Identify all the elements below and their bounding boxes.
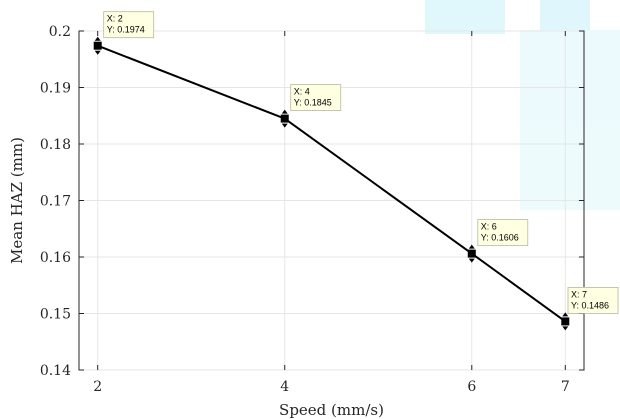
datatip: X: 2Y: 0.1974 — [103, 11, 155, 39]
data-point-marker — [561, 317, 570, 326]
datatip-box — [290, 84, 342, 111]
series-line — [97, 44, 566, 323]
y-tick-label: 0.14 — [40, 363, 71, 379]
x-tick-label: 7 — [561, 379, 570, 395]
data-point-marker — [280, 114, 289, 123]
y-tick-label: 0.16 — [40, 250, 71, 266]
x-tick-label: 4 — [280, 379, 289, 395]
datatip-anchor — [281, 109, 288, 128]
x-tick-label: 2 — [93, 379, 102, 395]
y-tick-label: 0.19 — [40, 81, 71, 97]
data-point-marker — [467, 249, 476, 258]
grid — [79, 30, 584, 371]
datatip: X: 6Y: 0.1606 — [477, 219, 529, 247]
datatip-box — [477, 219, 529, 247]
datatip-y-text: Y: 0.1974 — [107, 25, 145, 35]
datatip-box — [567, 287, 619, 314]
datatip-anchor — [94, 36, 101, 55]
datatip: X: 7Y: 0.1486 — [567, 287, 619, 314]
x-tick-label: 6 — [467, 379, 476, 395]
background-watermark — [425, 0, 620, 210]
datatip-y-text: Y: 0.1486 — [571, 300, 609, 310]
datatip-x-text: X: 2 — [107, 14, 123, 24]
datatip-x-text: X: 7 — [571, 289, 587, 299]
plot-area: 0.140.150.160.170.180.190.22 4 6 7 X: 2Y: 0… — [40, 11, 619, 395]
datatip-anchor — [562, 312, 569, 331]
datatip-x-text: X: 6 — [481, 222, 497, 232]
y-axis-title: Mean HAZ (mm) — [8, 137, 26, 264]
data-point-marker — [93, 41, 102, 50]
x-axis-title: Speed (mm/s) — [279, 401, 384, 419]
y-tick-label: 0.17 — [40, 194, 71, 210]
datatip-anchor — [468, 244, 475, 263]
tick-labels: 0.14 0.15 0.16 0.17 0.18 0.19 0.2 2 4 6 7 — [40, 24, 570, 395]
datatip-y-text: Y: 0.1606 — [481, 233, 519, 243]
y-tick-label: 0.18 — [40, 137, 71, 153]
y-tick-label: 0.2 — [49, 24, 71, 40]
datatip: X: 4Y: 0.1845 — [290, 84, 342, 111]
y-tick-label: 0.15 — [40, 307, 71, 323]
markers — [93, 36, 570, 331]
datatip-y-text: Y: 0.1845 — [294, 98, 332, 108]
datatip-box — [103, 11, 155, 39]
datatip-x-text: X: 4 — [294, 87, 310, 97]
